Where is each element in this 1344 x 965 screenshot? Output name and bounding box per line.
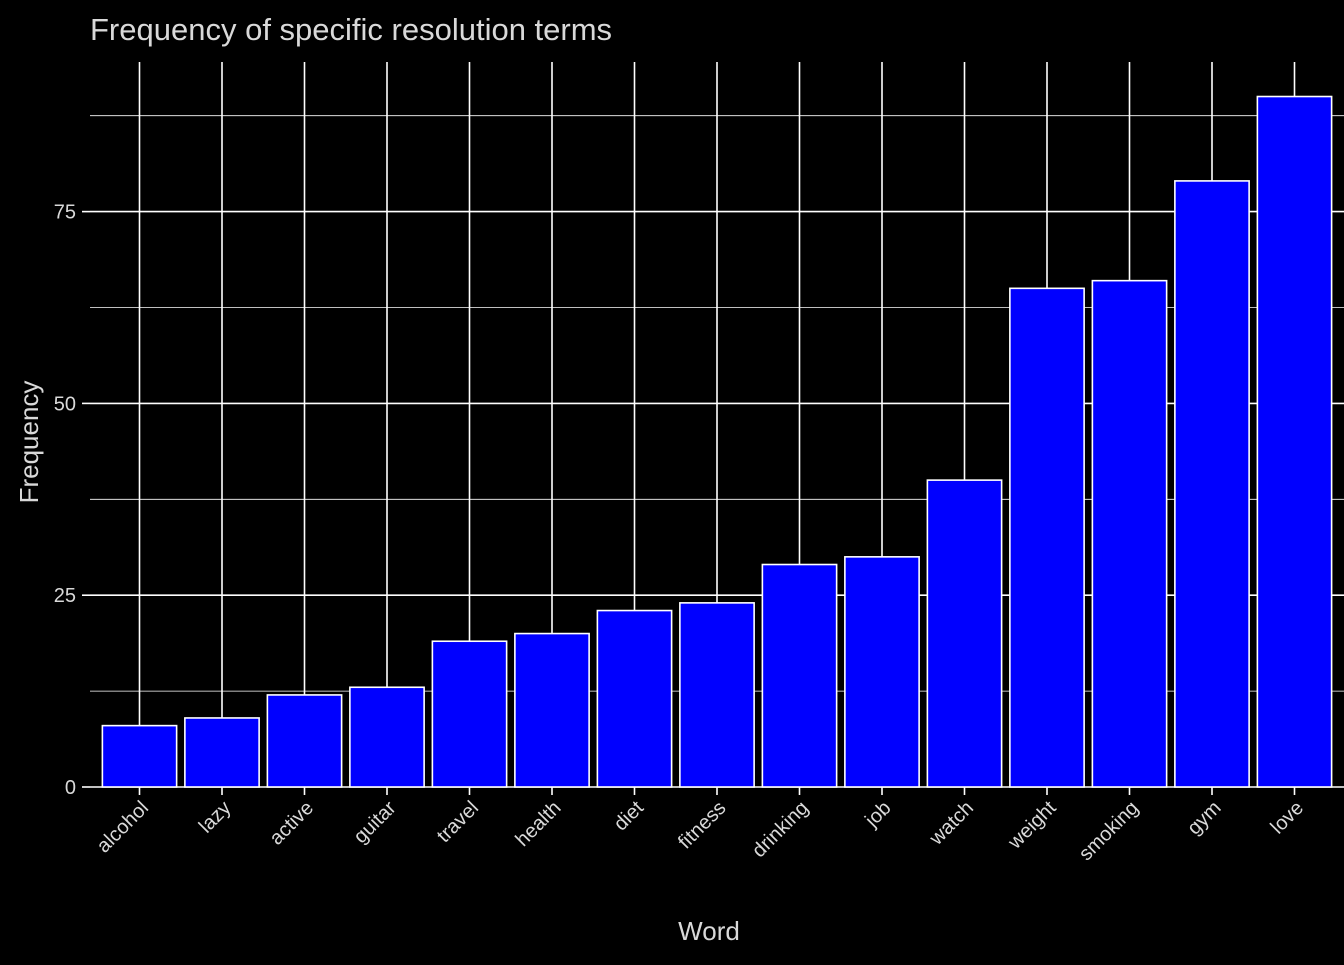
bar-guitar (349, 686, 425, 788)
bar-lazy (184, 717, 260, 788)
chart-title: Frequency of specific resolution terms (90, 12, 612, 47)
bar-travel (431, 640, 508, 788)
y-axis-title: Frequency (14, 381, 44, 504)
bar-active (266, 694, 343, 788)
bar-gym (1174, 180, 1250, 788)
bar-fitness (679, 602, 755, 788)
bar-job (844, 556, 920, 788)
bar-love (1256, 95, 1333, 788)
bar-weight (1009, 287, 1085, 788)
x-axis-title: Word (678, 916, 740, 946)
bar-diet (596, 609, 673, 788)
y-tick-label: 50 (54, 393, 76, 415)
bar-series (101, 95, 1333, 788)
bar-watch (926, 479, 1003, 788)
bar-alcohol (101, 724, 178, 788)
y-tick-label: 75 (54, 202, 76, 224)
y-tick-label: 0 (65, 777, 76, 799)
bar-drinking (761, 563, 838, 788)
bar-smoking (1091, 279, 1168, 788)
y-axis-ticks: 0 25 50 75 (54, 202, 90, 799)
y-tick-label: 25 (54, 585, 76, 607)
bar-health (514, 632, 590, 788)
